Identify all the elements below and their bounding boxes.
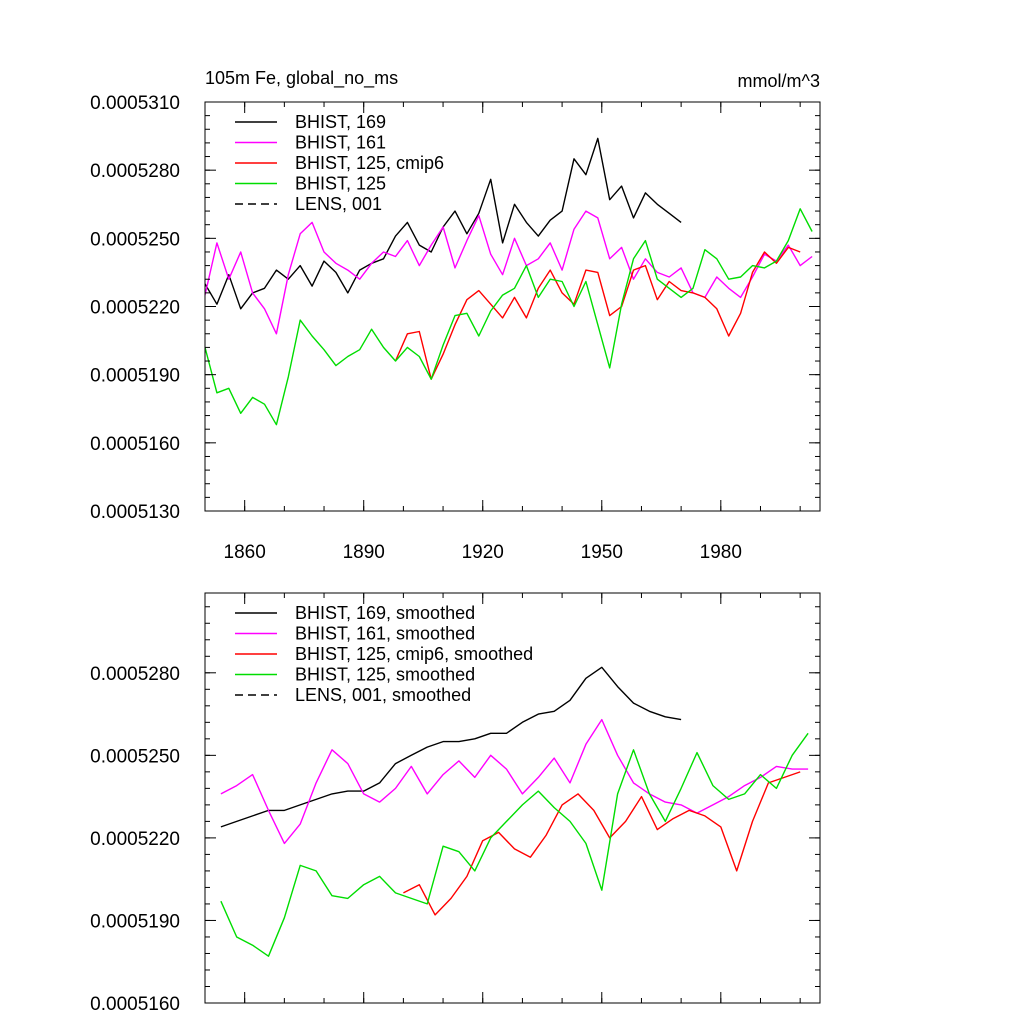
legend-label-4: LENS, 001, smoothed xyxy=(295,685,471,705)
legend-label-1: BHIST, 161 xyxy=(295,133,386,153)
series-line-0 xyxy=(220,666,682,828)
x-tick-label-1: 1890 xyxy=(343,542,385,563)
y-tick-label-0: 0.0005130 xyxy=(90,502,180,523)
y-tick-label-6: 0.0005310 xyxy=(90,93,180,114)
legend-label-2: BHIST, 125, cmip6, smoothed xyxy=(295,644,533,664)
legend-label-3: BHIST, 125, smoothed xyxy=(295,665,475,685)
plot-frame xyxy=(204,592,821,1004)
y-tick-label-1: 0.0005190 xyxy=(90,911,180,932)
y-tick-label-0: 0.0005160 xyxy=(90,994,180,1015)
x-tick-label-0: 1860 xyxy=(224,542,266,563)
chart-title: 105m Fe, global_no_ms xyxy=(205,68,398,89)
y-tick-label-1: 0.0005160 xyxy=(90,434,180,455)
x-tick-label-3: 1950 xyxy=(581,542,623,563)
top-panel: 0.0005130 0.0005160 0.0005190 0.0005220 0.00… xyxy=(90,68,821,563)
series-line-1 xyxy=(220,718,809,845)
series-line-3 xyxy=(205,208,813,426)
legend-label-3: BHIST, 125 xyxy=(295,174,386,194)
y-tick-label-4: 0.0005280 xyxy=(90,664,180,685)
y-tick-label-3: 0.0005250 xyxy=(90,746,180,767)
legend-label-2: BHIST, 125, cmip6 xyxy=(295,153,444,173)
series-line-3 xyxy=(220,732,809,957)
y-tick-label-4: 0.0005250 xyxy=(90,229,180,250)
series-line-2 xyxy=(394,246,801,380)
y-tick-label-2: 0.0005220 xyxy=(90,829,180,850)
series-line-1 xyxy=(205,210,813,335)
bottom-panel: 0.0005160 0.0005190 0.0005220 0.0005250 0.00… xyxy=(90,592,821,1015)
legend-label-0: BHIST, 169, smoothed xyxy=(295,603,475,623)
y-tick-label-3: 0.0005220 xyxy=(90,298,180,319)
series-line-2 xyxy=(403,771,801,916)
legend-label-0: BHIST, 169 xyxy=(295,112,386,132)
units-label: mmol/m^3 xyxy=(738,71,820,91)
legend-label-4: LENS, 001 xyxy=(295,194,382,214)
x-tick-label-2: 1920 xyxy=(462,542,504,563)
y-tick-label-5: 0.0005280 xyxy=(90,161,180,182)
x-tick-label-4: 1980 xyxy=(700,542,742,563)
legend-label-1: BHIST, 161, smoothed xyxy=(295,624,475,644)
y-tick-label-2: 0.0005190 xyxy=(90,366,180,387)
